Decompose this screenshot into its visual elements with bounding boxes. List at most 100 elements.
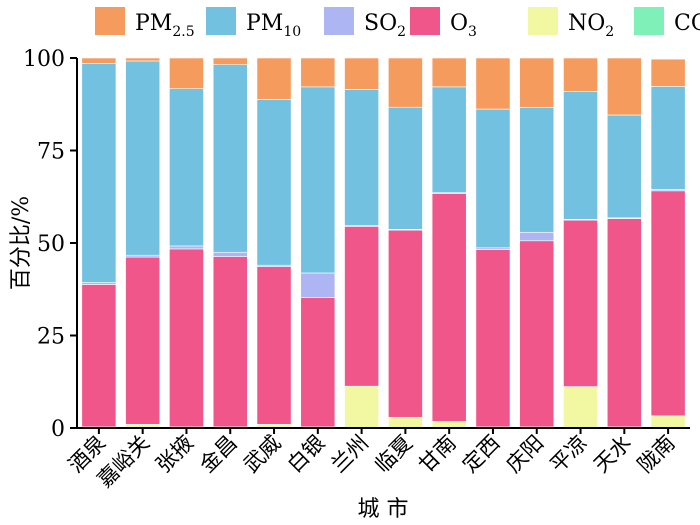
bar-stack-14	[650, 58, 686, 429]
x-tick-label: 天水	[589, 431, 636, 478]
legend-swatch-no2	[528, 7, 558, 35]
legend-label-co: CO	[674, 11, 700, 36]
bar-segment-no2	[388, 416, 423, 429]
bar-segment-o3	[256, 266, 292, 425]
bar-segment-o3	[519, 240, 555, 428]
bar-segment-pm10	[606, 114, 642, 219]
bar-segment-pm2-5	[81, 57, 117, 64]
bar-segment-o3	[344, 226, 379, 387]
bar-segment-no2	[650, 415, 686, 429]
bar-segment-pm10	[431, 86, 467, 193]
x-tick-label: 金昌	[195, 431, 242, 478]
x-tick-label: 武威	[239, 431, 286, 478]
bar-segment-so2	[300, 272, 336, 298]
bar-segment-pm2-5	[431, 57, 467, 88]
y-tick-label: 25	[37, 325, 65, 350]
bar-segment-pm2-5	[212, 57, 248, 65]
bar-segment-pm10	[125, 60, 161, 256]
bar-segment-pm10	[300, 86, 336, 274]
bar-stack-4	[212, 57, 248, 429]
bars	[81, 57, 686, 429]
x-tick-label: 白银	[283, 431, 330, 478]
bar-segment-no2	[344, 385, 379, 429]
legend-item-so2: SO2	[324, 7, 406, 40]
y-tick-label: 50	[37, 232, 65, 257]
bar-segment-pm10	[81, 63, 117, 283]
x-axis-label: 城 市	[358, 497, 409, 522]
bar-segment-pm10	[475, 108, 511, 249]
bar-stack-8	[388, 57, 423, 429]
x-tick-label: 甘南	[414, 431, 461, 478]
bar-segment-pm10	[563, 91, 598, 220]
bar-stack-3	[169, 57, 204, 429]
bar-stack-10	[475, 57, 511, 429]
bar-segment-pm10	[344, 89, 379, 226]
bar-segment-o3	[431, 193, 467, 422]
legend: PM2.5 PM10 SO2 O3 NO2 CO	[95, 7, 700, 40]
x-tick-label: 庆阳	[502, 431, 549, 478]
legend-swatch-o3	[410, 7, 440, 35]
bar-segment-pm2-5	[169, 57, 204, 90]
bar-segment-pm2-5	[606, 57, 642, 116]
x-tick-label: 临夏	[370, 431, 417, 478]
legend-label-pm2-5: PM2.5	[135, 11, 195, 40]
bar-segment-pm2-5	[300, 57, 336, 88]
x-tick-label: 平凉	[545, 431, 592, 478]
bar-segment-pm2-5	[344, 57, 379, 90]
bar-segment-pm2-5	[475, 57, 511, 110]
y-axis-label: 百分比/%	[9, 196, 34, 290]
x-tick-label: 张掖	[151, 431, 198, 478]
bar-segment-o3	[125, 256, 161, 425]
y-tick-label: 100	[23, 47, 65, 72]
bar-segment-pm2-5	[519, 57, 555, 108]
bar-stack-1	[81, 57, 117, 429]
legend-item-co: CO	[634, 7, 700, 36]
bar-stack-2	[125, 57, 161, 429]
bar-segment-pm10	[212, 64, 248, 253]
bar-segment-so2	[519, 231, 555, 242]
legend-label-o3: O3	[450, 11, 477, 40]
legend-item-o3: O3	[410, 7, 477, 40]
x-tick-label: 陇南	[633, 431, 680, 478]
bar-segment-o3	[81, 284, 117, 428]
bar-segment-o3	[212, 256, 248, 428]
bar-segment-pm2-5	[563, 57, 598, 92]
legend-swatch-pm2-5	[95, 7, 125, 35]
bar-stack-11	[519, 57, 555, 429]
legend-swatch-so2	[324, 7, 354, 35]
x-tick-label: 定西	[458, 431, 505, 478]
bar-segment-o3	[563, 219, 598, 387]
bar-segment-o3	[606, 218, 642, 428]
bar-stack-5	[256, 57, 292, 429]
legend-item-pm2-5: PM2.5	[95, 7, 195, 40]
bar-segment-o3	[169, 248, 204, 428]
bar-segment-pm10	[519, 107, 555, 233]
bar-segment-pm10	[256, 99, 292, 266]
bar-segment-pm10	[650, 86, 686, 190]
legend-label-pm10: PM10	[246, 11, 301, 40]
bar-segment-pm2-5	[256, 57, 292, 100]
bar-segment-so2	[169, 245, 204, 250]
bar-segment-o3	[388, 229, 423, 418]
bar-segment-o3	[475, 249, 511, 428]
y-ticks: 0 25 50 75 100	[23, 47, 77, 442]
legend-label-no2: NO2	[568, 11, 614, 40]
bar-stack-9	[431, 57, 467, 429]
bar-stack-7	[344, 57, 379, 429]
bar-segment-o3	[650, 190, 686, 417]
legend-swatch-co	[634, 7, 664, 35]
bar-stack-13	[606, 57, 642, 429]
bar-stack-6	[300, 57, 336, 429]
bar-segment-o3	[300, 297, 336, 428]
bar-stack-12	[563, 57, 598, 429]
bar-segment-no2	[563, 386, 598, 429]
x-tick-label: 兰州	[326, 431, 373, 478]
bar-segment-pm2-5	[650, 58, 686, 87]
y-tick-label: 0	[51, 417, 65, 442]
bar-segment-pm2-5	[125, 57, 161, 62]
legend-item-no2: NO2	[528, 7, 614, 40]
bar-segment-so2	[212, 251, 248, 257]
bar-segment-pm10	[388, 106, 423, 230]
